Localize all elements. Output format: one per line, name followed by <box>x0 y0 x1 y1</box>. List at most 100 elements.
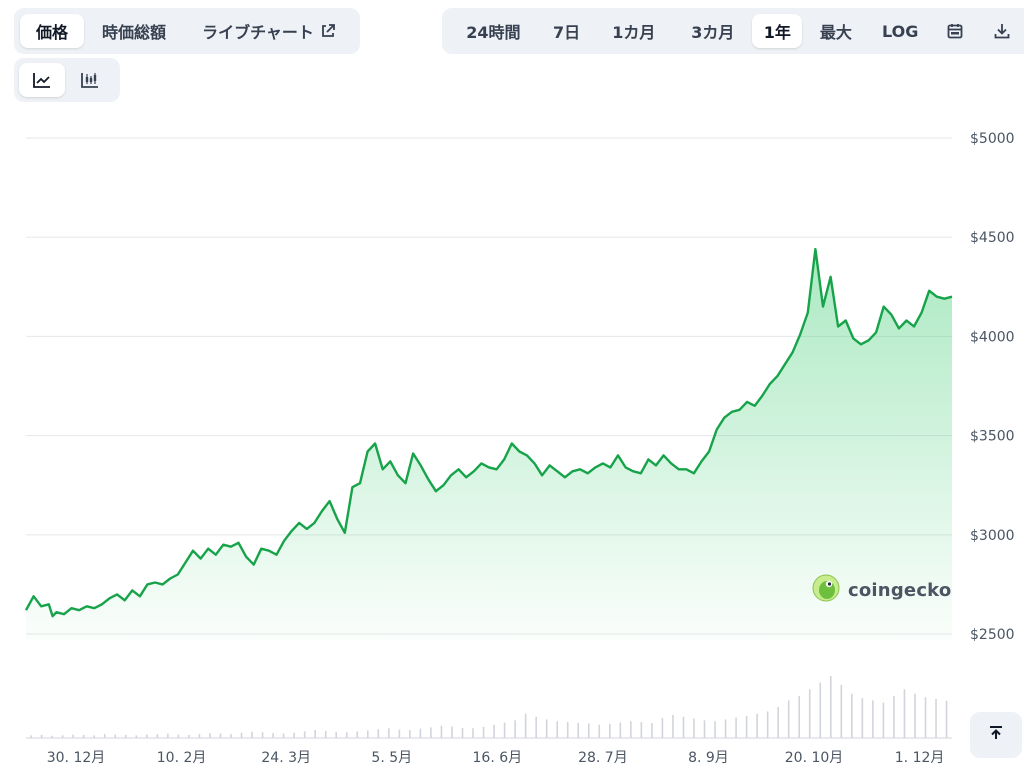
line-chart-button[interactable] <box>19 63 65 97</box>
volume-bar <box>335 731 338 738</box>
volume-bar <box>198 734 201 738</box>
y-tick-label: $4500 <box>970 230 1015 246</box>
y-tick-label: $3000 <box>970 528 1015 544</box>
range-24h[interactable]: 24時間 <box>466 23 521 42</box>
volume-bar <box>261 732 264 738</box>
volume-bar <box>503 722 506 738</box>
volume-bar <box>724 719 727 738</box>
volume-bar <box>945 700 948 738</box>
calendar-icon <box>946 22 964 40</box>
range-7d[interactable]: 7日 <box>552 23 581 42</box>
range-1y[interactable]: 1年 <box>752 14 803 48</box>
volume-bar <box>451 726 453 738</box>
volume-bar <box>924 697 927 738</box>
volume-bar <box>156 734 159 738</box>
volume-bar <box>524 713 527 738</box>
volume-bar <box>766 711 769 738</box>
range-1m[interactable]: 1カ月 <box>612 23 656 42</box>
volume-bar <box>356 731 359 738</box>
volume-bar <box>40 734 43 738</box>
calendar-button[interactable] <box>931 14 979 48</box>
volume-bar <box>146 734 148 738</box>
volume-bar <box>819 682 822 738</box>
volume-bar <box>430 727 432 738</box>
coingecko-logo-icon <box>812 574 840 606</box>
volume-bar <box>177 734 180 738</box>
volume-bar <box>114 734 117 738</box>
volume-bar <box>82 734 85 738</box>
volume-bar <box>251 731 253 738</box>
candlestick-icon <box>80 71 100 89</box>
x-tick-label: 16. 6月 <box>473 750 523 766</box>
scroll-to-top-icon <box>987 724 1005 746</box>
tab-live-chart[interactable]: ライブチャート <box>184 14 354 48</box>
chart-type-toggle <box>14 58 120 102</box>
volume-bar <box>566 722 569 738</box>
range-3m[interactable]: 3カ月 <box>691 23 735 42</box>
y-tick-label: $4000 <box>970 329 1015 345</box>
volume-bar <box>630 721 632 738</box>
volume-bar <box>314 730 316 738</box>
volume-bar <box>619 722 622 738</box>
tab-market-cap[interactable]: 時価総額 <box>101 23 166 42</box>
volume-bar <box>293 732 295 738</box>
volume-bar <box>598 724 601 738</box>
volume-bar <box>167 733 169 738</box>
x-tick-label: 20. 10月 <box>785 750 844 766</box>
volume-bar <box>545 719 548 738</box>
volume-bar <box>303 731 306 738</box>
volume-bar <box>461 727 464 738</box>
x-tick-label: 5. 5月 <box>371 750 412 766</box>
volume-bar <box>272 733 274 738</box>
x-tick-label: 28. 7月 <box>578 750 628 766</box>
download-icon <box>993 22 1011 40</box>
volume-bars <box>30 676 948 738</box>
volume-bar <box>493 724 495 738</box>
x-tick-label: 8. 9月 <box>688 750 729 766</box>
coingecko-wordmark: coingecko <box>848 579 952 601</box>
volume-bar <box>829 676 832 738</box>
volume-bar <box>440 725 443 738</box>
volume-bar <box>756 713 758 738</box>
volume-bar <box>345 732 348 738</box>
volume-bar <box>893 695 895 738</box>
volume-bar <box>577 722 580 738</box>
volume-bar <box>872 700 874 738</box>
volume-bar <box>209 733 211 738</box>
y-axis: $2500 $3000 $3500 $4000 $4500 $5000 <box>970 131 1015 643</box>
volume-bar <box>672 714 674 738</box>
volume-bar <box>535 716 537 738</box>
volume-bar <box>903 689 906 738</box>
y-tick-label: $5000 <box>970 131 1015 147</box>
x-tick-label: 10. 2月 <box>157 750 207 766</box>
volume-bar <box>714 721 716 738</box>
volume-bar <box>482 726 485 738</box>
scroll-to-top-button[interactable] <box>970 712 1022 758</box>
volume-bar <box>651 722 653 738</box>
volume-bar <box>30 735 32 738</box>
range-max[interactable]: 最大 <box>819 23 852 42</box>
volume-bar <box>51 735 53 738</box>
volume-bar <box>282 733 285 738</box>
tab-live-chart-label: ライブチャート <box>202 23 314 42</box>
volume-bar <box>798 695 801 738</box>
volume-bar <box>135 735 138 738</box>
candlestick-chart-button[interactable] <box>65 63 115 97</box>
volume-bar <box>851 693 853 738</box>
volume-bar <box>419 728 422 738</box>
y-tick-label: $2500 <box>970 627 1015 643</box>
external-link-icon <box>314 23 336 39</box>
price-line <box>24 247 953 618</box>
volume-bar <box>735 717 737 738</box>
volume-bar <box>640 722 643 738</box>
volume-bar <box>124 734 127 738</box>
x-tick-label: 24. 3月 <box>261 750 311 766</box>
chart-tabs: 価格 時価総額 ライブチャート <box>14 8 360 54</box>
download-button[interactable] <box>978 14 1024 48</box>
volume-bar <box>240 732 243 738</box>
range-selector: 24時間 7日 1カ月 3カ月 1年 最大 LOG <box>442 8 1024 54</box>
volume-bar <box>388 728 390 738</box>
tab-price[interactable]: 価格 <box>20 14 84 48</box>
range-log[interactable]: LOG <box>882 21 919 41</box>
